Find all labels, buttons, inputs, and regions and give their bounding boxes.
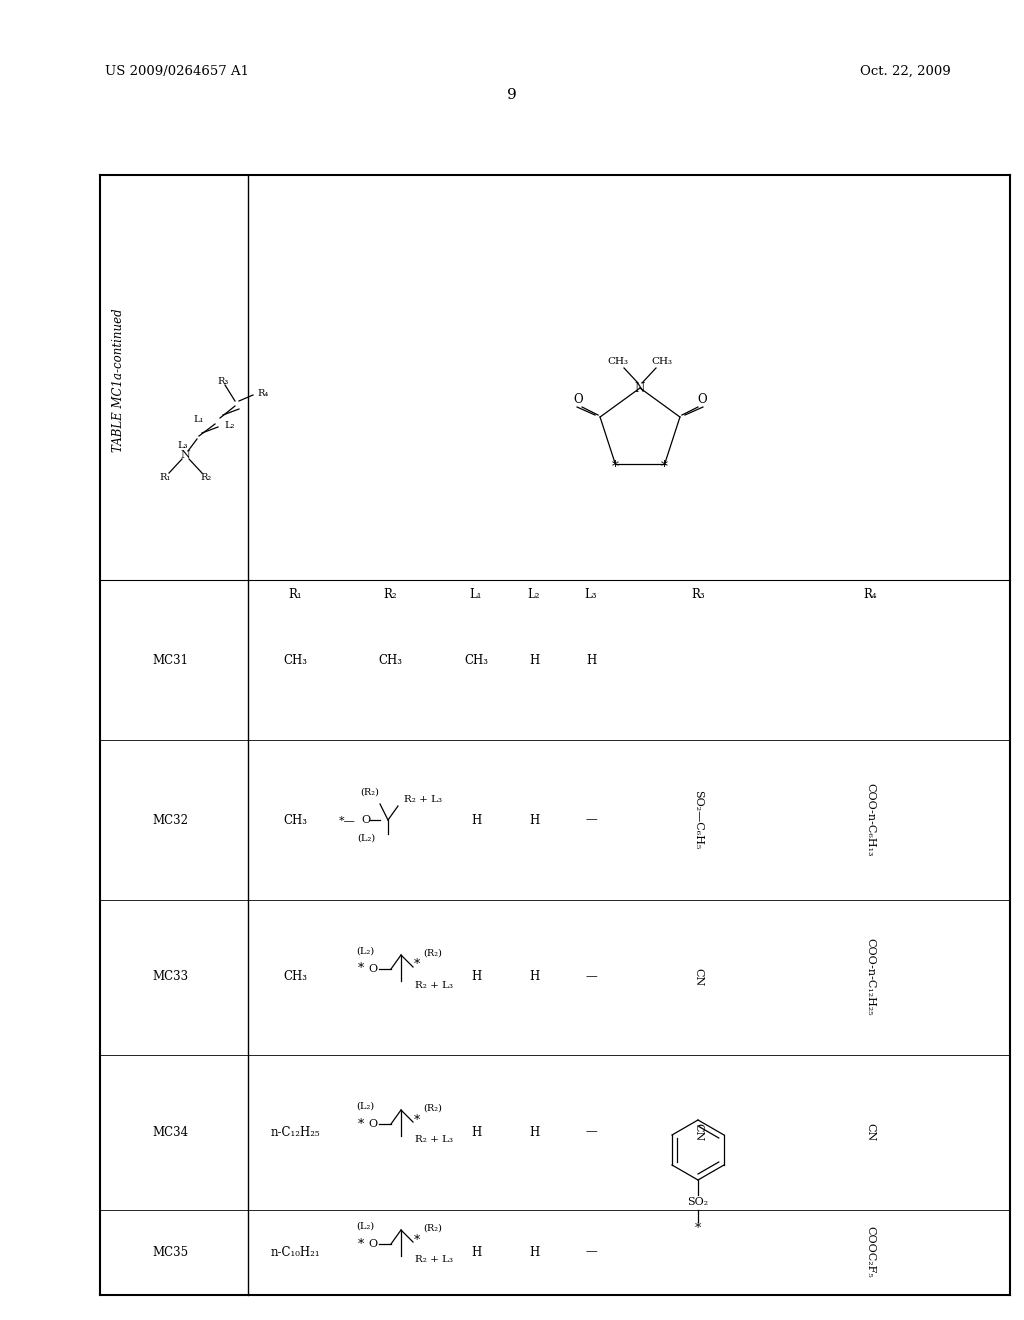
Text: H: H: [471, 1246, 481, 1258]
Text: (L₂): (L₂): [356, 946, 374, 956]
Text: MC33: MC33: [152, 970, 188, 983]
Text: O: O: [369, 1119, 378, 1129]
Text: O: O: [361, 814, 371, 825]
Text: US 2009/0264657 A1: US 2009/0264657 A1: [105, 65, 249, 78]
Text: COOC₂F₅: COOC₂F₅: [865, 1226, 874, 1278]
Text: —: —: [585, 970, 597, 983]
Text: R₄: R₄: [257, 388, 268, 397]
Text: L₃: L₃: [177, 441, 188, 450]
Text: MC32: MC32: [152, 813, 188, 826]
Text: *: *: [612, 459, 618, 474]
Text: N: N: [180, 450, 189, 459]
Text: R₃: R₃: [217, 376, 228, 385]
Text: R₂ + L₃: R₂ + L₃: [415, 1255, 453, 1265]
Text: L₁: L₁: [194, 416, 204, 425]
Text: (R₂): (R₂): [360, 788, 379, 796]
Text: SO₂: SO₂: [687, 1197, 709, 1206]
Text: 9: 9: [507, 88, 517, 102]
Text: H: H: [528, 1246, 539, 1258]
Text: L₁: L₁: [470, 589, 482, 602]
Text: O: O: [573, 392, 583, 405]
Text: H: H: [586, 653, 596, 667]
Text: H: H: [471, 1126, 481, 1138]
Text: *: *: [695, 1221, 701, 1234]
Text: MC34: MC34: [152, 1126, 188, 1138]
Text: (L₂): (L₂): [356, 1221, 374, 1230]
Text: L₂: L₂: [527, 589, 541, 602]
Text: —: —: [585, 1246, 597, 1258]
Text: H: H: [471, 813, 481, 826]
Text: O: O: [369, 964, 378, 974]
Text: *: *: [662, 459, 668, 474]
Text: CH₃: CH₃: [283, 653, 307, 667]
Text: R₄: R₄: [863, 589, 877, 602]
Text: R₂: R₂: [383, 589, 397, 602]
Text: H: H: [528, 813, 539, 826]
Text: R₁: R₁: [288, 589, 302, 602]
Text: —: —: [585, 813, 597, 826]
Text: *: *: [414, 1233, 420, 1246]
Text: TABLE MC1a-continued: TABLE MC1a-continued: [112, 308, 125, 451]
Text: n-C₁₂H₂₅: n-C₁₂H₂₅: [270, 1126, 319, 1138]
Text: O: O: [369, 1239, 378, 1249]
Text: R₁: R₁: [160, 473, 171, 482]
Text: CH₃: CH₃: [283, 970, 307, 983]
Text: R₂ + L₃: R₂ + L₃: [415, 981, 453, 990]
Text: SO₂—C₆H₅: SO₂—C₆H₅: [693, 791, 703, 850]
Text: *: *: [357, 1118, 365, 1130]
Text: CH₃: CH₃: [607, 358, 629, 367]
Text: *: *: [414, 1114, 420, 1126]
Text: *: *: [414, 958, 420, 972]
Text: N: N: [635, 381, 645, 395]
Text: (L₂): (L₂): [357, 833, 375, 842]
Text: R₂: R₂: [201, 474, 212, 483]
Text: Oct. 22, 2009: Oct. 22, 2009: [860, 65, 950, 78]
Text: H: H: [471, 970, 481, 983]
Text: L₂: L₂: [224, 421, 234, 430]
Text: *: *: [357, 962, 365, 975]
Text: H: H: [528, 970, 539, 983]
Text: (R₂): (R₂): [423, 1224, 442, 1233]
Text: L₃: L₃: [585, 589, 597, 602]
Text: H: H: [528, 1126, 539, 1138]
Text: CH₃: CH₃: [464, 653, 488, 667]
Text: H: H: [528, 653, 539, 667]
Text: COO-n-C₁₂H₂₅: COO-n-C₁₂H₂₅: [865, 939, 874, 1016]
Text: COO-n-C₆H₁₃: COO-n-C₆H₁₃: [865, 783, 874, 857]
Text: CN: CN: [865, 1123, 874, 1140]
Text: R₂ + L₃: R₂ + L₃: [415, 1135, 453, 1144]
Text: CN: CN: [693, 968, 703, 986]
Text: (R₂): (R₂): [423, 949, 442, 957]
Text: MC31: MC31: [152, 653, 188, 667]
Text: R₃: R₃: [691, 589, 705, 602]
Text: O: O: [697, 392, 707, 405]
Text: —: —: [585, 1126, 597, 1138]
Text: R₂ + L₃: R₂ + L₃: [404, 796, 442, 804]
Text: (R₂): (R₂): [423, 1104, 442, 1113]
Text: n-C₁₀H₂₁: n-C₁₀H₂₁: [270, 1246, 319, 1258]
Text: CH₃: CH₃: [651, 358, 673, 367]
Text: *—: *—: [339, 814, 356, 825]
Text: CH₃: CH₃: [283, 813, 307, 826]
Text: *: *: [357, 1238, 365, 1250]
Text: CN: CN: [693, 1123, 703, 1140]
Text: CH₃: CH₃: [378, 653, 402, 667]
Text: (L₂): (L₂): [356, 1101, 374, 1110]
Text: MC35: MC35: [152, 1246, 188, 1258]
